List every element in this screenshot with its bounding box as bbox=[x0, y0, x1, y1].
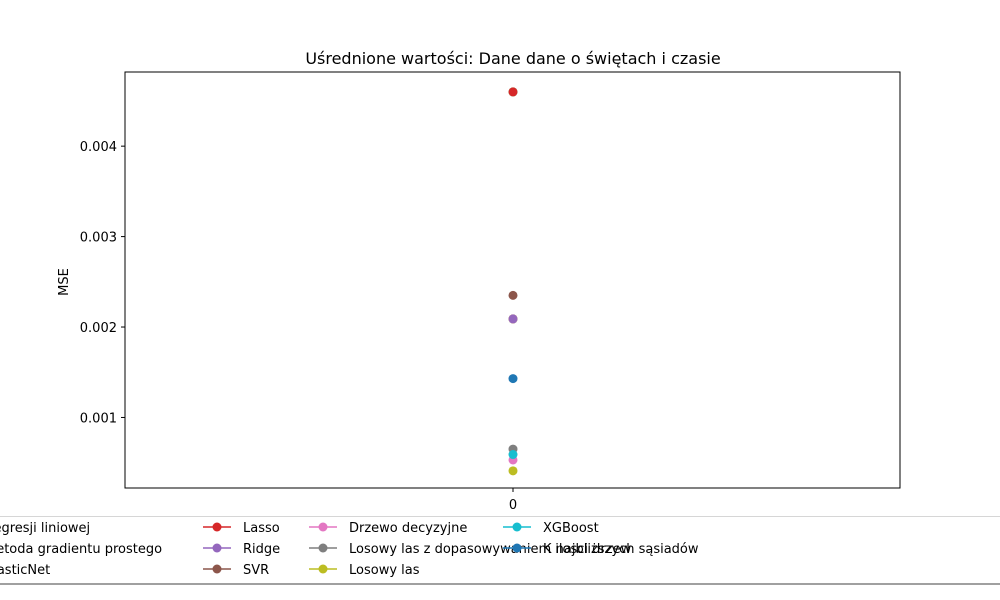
legend-label-2: ElasticNet bbox=[0, 563, 50, 578]
legend-label-7: Losowy las z dopasowywaniem ilosci drzew bbox=[349, 542, 632, 557]
legend-marker-6 bbox=[318, 522, 328, 532]
y-tick-label: 0.004 bbox=[80, 140, 117, 155]
legend-marker-10 bbox=[512, 543, 522, 553]
legend-marker-8 bbox=[318, 564, 328, 574]
legend-label-6: Drzewo decyzyjne bbox=[349, 521, 467, 536]
data-point-8 bbox=[508, 466, 518, 476]
data-points bbox=[508, 87, 518, 476]
legend-label-10: K najbliższych sąsiadów bbox=[543, 542, 699, 557]
legend-marker-3 bbox=[212, 522, 222, 532]
legend-label-1: Metoda gradientu prostego bbox=[0, 542, 162, 557]
legend-marker-4 bbox=[212, 543, 222, 553]
legend-marker-5 bbox=[212, 564, 222, 574]
legend-label-9: XGBoost bbox=[543, 521, 599, 536]
legend-label-4: Ridge bbox=[243, 542, 280, 557]
legend-label-5: SVR bbox=[243, 563, 269, 578]
data-point-3 bbox=[508, 87, 518, 97]
y-axis: 0.001 0.002 0.003 0.004 bbox=[80, 140, 125, 426]
plot-area bbox=[124, 71, 901, 489]
chart-title: Uśrednione wartości: Dane dane o świętac… bbox=[305, 49, 720, 68]
x-tick-label: 0 bbox=[509, 498, 517, 513]
y-tick-label: 0.001 bbox=[80, 411, 117, 426]
data-point-10 bbox=[508, 374, 518, 384]
data-point-9 bbox=[508, 450, 518, 460]
legend-marker-7 bbox=[318, 543, 328, 553]
legend-label-0: Regresji liniowej bbox=[0, 521, 90, 536]
legend: Regresji liniowej Metoda gradientu proste… bbox=[0, 516, 1000, 585]
y-tick-label: 0.003 bbox=[80, 231, 117, 246]
legend-label-3: Lasso bbox=[243, 521, 280, 536]
y-tick-label: 0.002 bbox=[80, 321, 117, 336]
data-point-4 bbox=[508, 314, 518, 324]
y-axis-label: MSE bbox=[57, 268, 72, 296]
legend-marker-9 bbox=[512, 522, 522, 532]
data-point-5 bbox=[508, 290, 518, 300]
x-axis: 0 bbox=[509, 488, 517, 513]
legend-label-8: Losowy las bbox=[349, 563, 420, 578]
